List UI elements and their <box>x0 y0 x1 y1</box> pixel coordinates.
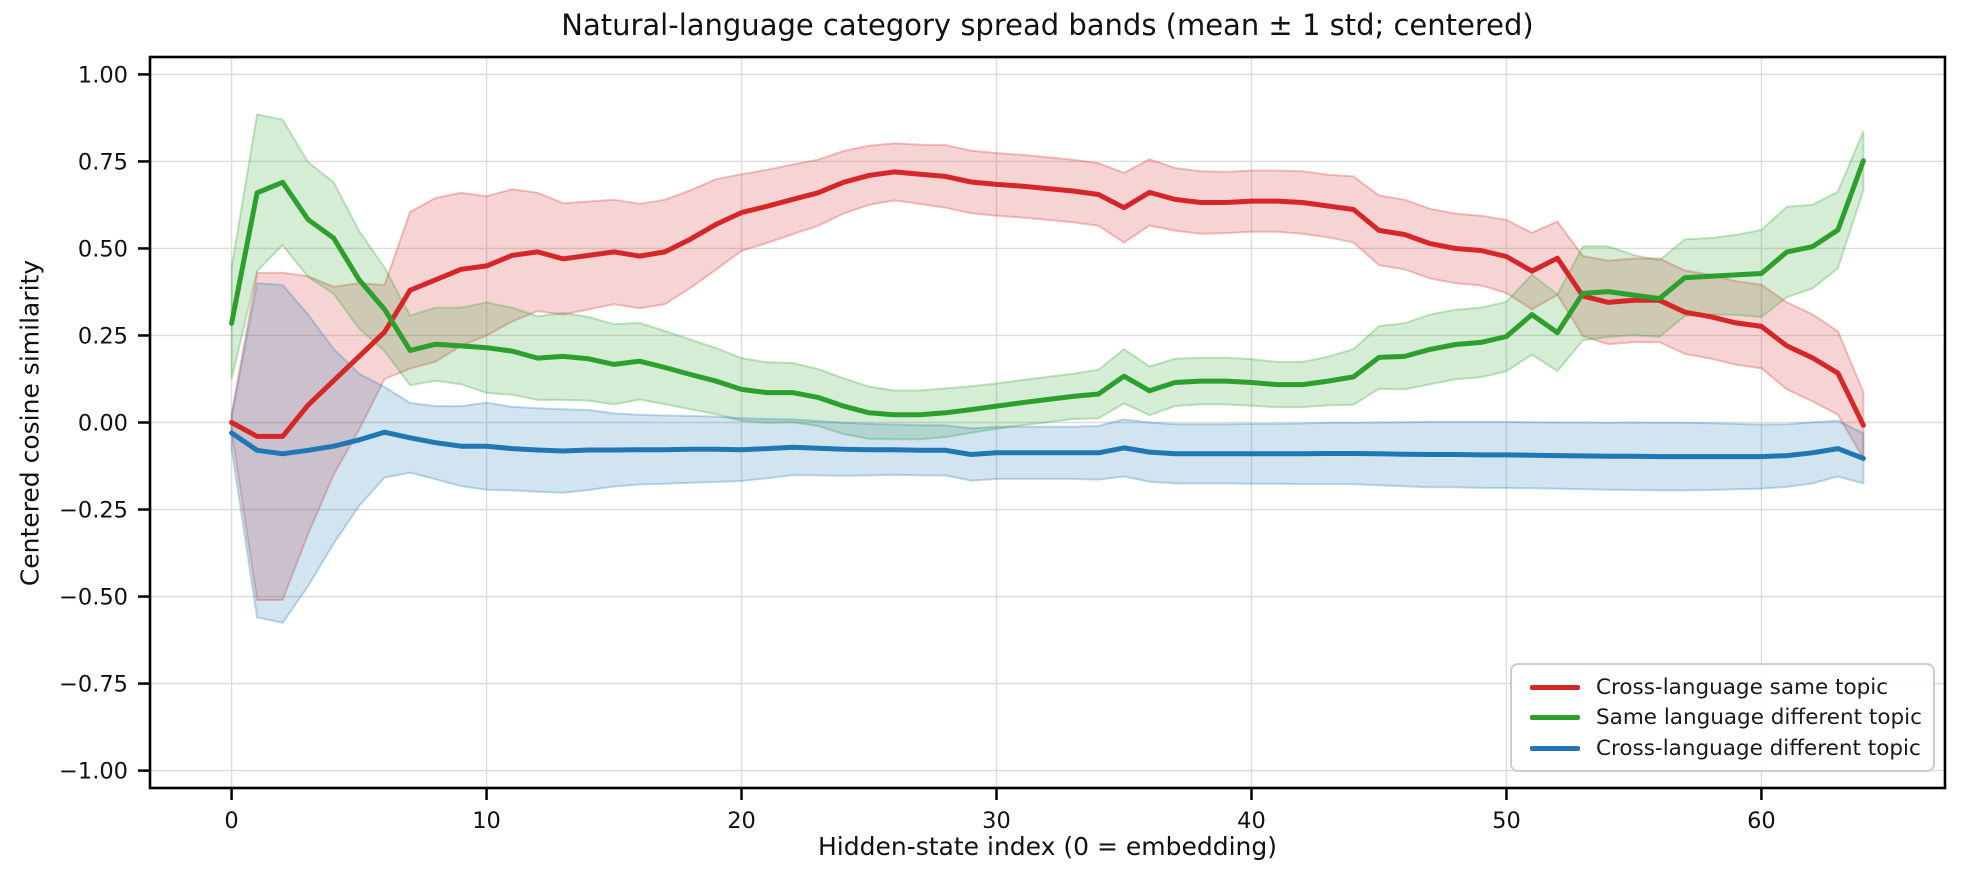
x-tick-label: 30 <box>982 808 1011 834</box>
legend-label: Cross-language different topic <box>1596 735 1921 761</box>
legend-line-sample-blue <box>1530 745 1580 751</box>
y-tick-label: 0.75 <box>78 149 128 175</box>
y-tick-label: 0.00 <box>78 411 128 437</box>
legend-item-same-language-different-topic: Same language different topic <box>1530 705 1923 730</box>
x-axis-label: Hidden-state index (0 = embedding) <box>818 832 1277 861</box>
legend: Cross-language same topic Same language … <box>1510 663 1935 772</box>
legend-item-cross-language-same-topic: Cross-language same topic <box>1530 675 1923 700</box>
legend-label: Same language different topic <box>1596 705 1922 730</box>
legend-item-cross-language-different-topic: Cross-language different topic <box>1530 736 1923 761</box>
series-line-2 <box>229 429 1866 461</box>
y-tick-label: −1.00 <box>59 759 128 785</box>
y-tick-label: 0.50 <box>78 236 128 262</box>
x-tick-label: 20 <box>727 808 756 834</box>
legend-label: Cross-language same topic <box>1596 674 1889 700</box>
x-tick-label: 60 <box>1747 808 1776 834</box>
y-tick-label: 0.25 <box>78 323 128 349</box>
legend-line-sample-green <box>1530 715 1580 720</box>
y-tick-label: 1.00 <box>78 62 128 88</box>
x-tick-label: 0 <box>224 808 238 834</box>
series-line-0 <box>229 169 1866 439</box>
series-band-1 <box>230 113 1865 441</box>
chart-title: Natural-language category spread bands (… <box>561 8 1534 42</box>
x-tick-label: 50 <box>1492 808 1521 834</box>
y-tick-label: −0.75 <box>59 672 128 698</box>
y-tick-label: −0.25 <box>59 498 128 524</box>
x-tick-label: 10 <box>472 808 501 834</box>
y-tick-label: −0.50 <box>59 585 128 611</box>
legend-line-sample-red <box>1530 684 1580 690</box>
x-tick-label: 40 <box>1237 808 1266 834</box>
y-axis-label: Centered cosine similarity <box>15 259 45 587</box>
series-line-1 <box>229 158 1866 418</box>
